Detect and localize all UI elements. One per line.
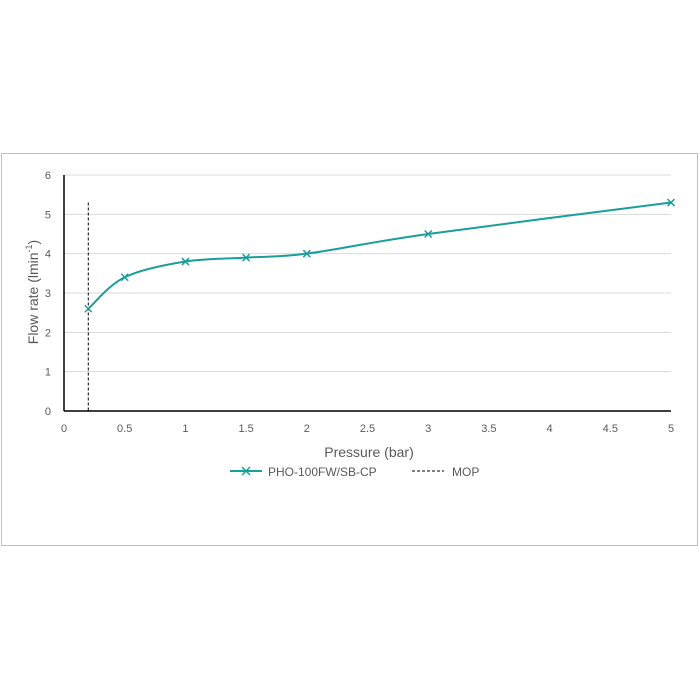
data-point-marker (302, 249, 311, 258)
x-tick-label: 1.5 (238, 423, 253, 435)
legend-series-marker (241, 466, 251, 476)
chart-frame: 0 1 2 3 4 5 6 0 0.5 1 1.5 2 2.5 3 3.5 4 4.5 5 Pressure (b… (1, 153, 698, 546)
data-point-marker (242, 253, 251, 262)
legend: PHO-100FW/SB-CP MOP (230, 465, 479, 479)
x-axis-title: Pressure (bar) (324, 444, 413, 460)
y-axis-title-close: ) (25, 240, 41, 245)
data-point-marker (181, 257, 190, 266)
y-tick-label: 0 (45, 406, 51, 418)
x-tick-label: 0.5 (117, 423, 132, 435)
x-tick-label: 0 (61, 423, 67, 435)
x-tick-label: 3 (425, 423, 431, 435)
y-tick-label: 2 (45, 327, 51, 339)
y-tick-label: 3 (45, 288, 51, 300)
y-tick-label: 5 (45, 209, 51, 221)
y-tick-label: 1 (45, 367, 51, 379)
y-axis-title-main: Flow rate (lmin (25, 252, 41, 344)
x-tick-label: 1 (182, 423, 188, 435)
series-layer (84, 198, 676, 313)
legend-mop-label: MOP (452, 465, 479, 479)
tick-labels: 0 1 2 3 4 5 6 0 0.5 1 1.5 2 2.5 3 3.5 4 4.5 5 (45, 170, 674, 435)
y-axis-title: Flow rate (lmin-1) (24, 240, 41, 344)
y-tick-label: 6 (45, 170, 51, 182)
legend-series-label: PHO-100FW/SB-CP (268, 465, 377, 479)
data-point-marker (120, 273, 129, 282)
data-point-marker (424, 229, 433, 239)
series-line-0 (87, 201, 672, 310)
grid-lines (64, 174, 671, 373)
data-point-marker (84, 304, 93, 313)
axes (63, 175, 671, 412)
x-tick-label: 2 (304, 423, 310, 435)
x-tick-label: 2.5 (360, 423, 375, 435)
x-tick-label: 4.5 (603, 423, 618, 435)
x-tick-label: 3.5 (481, 423, 496, 435)
x-tick-label: 5 (668, 423, 674, 435)
x-tick-label: 4 (547, 423, 553, 435)
data-point-marker (666, 198, 676, 207)
flow-rate-chart: 0 1 2 3 4 5 6 0 0.5 1 1.5 2 2.5 3 3.5 4 4.5 5 Pressure (b… (24, 170, 676, 479)
y-tick-label: 4 (45, 249, 51, 261)
y-axis-title-sup: -1 (24, 244, 34, 252)
